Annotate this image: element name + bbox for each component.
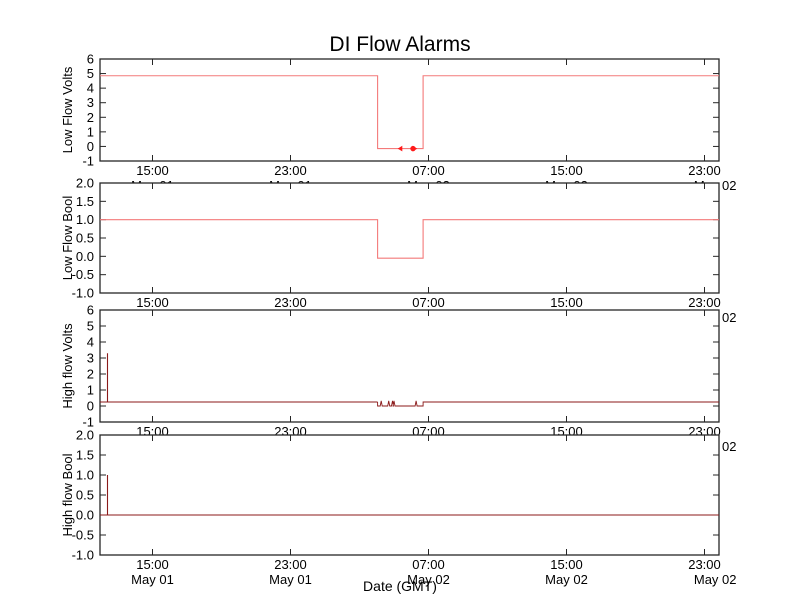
svg-text:0.0: 0.0: [76, 508, 94, 523]
svg-text:4: 4: [87, 335, 94, 350]
svg-text:07:00: 07:00: [412, 163, 445, 178]
svg-text:5: 5: [87, 319, 94, 334]
svg-text:5: 5: [87, 66, 94, 81]
svg-text:23:00: 23:00: [688, 163, 721, 178]
svg-text:0.0: 0.0: [76, 249, 94, 264]
svg-text:-1: -1: [82, 154, 94, 169]
svg-text:23:00: 23:00: [688, 295, 721, 310]
svg-text:23:00: 23:00: [688, 557, 721, 572]
svg-text:2: 2: [87, 110, 94, 125]
svg-text:1.5: 1.5: [76, 448, 94, 463]
svg-text:2.0: 2.0: [76, 176, 94, 191]
svg-text:Low Flow Volts: Low Flow Volts: [60, 66, 75, 153]
svg-text:1: 1: [87, 124, 94, 139]
svg-text:15:00: 15:00: [550, 163, 583, 178]
svg-text:-0.5: -0.5: [72, 267, 94, 282]
svg-text:-1.0: -1.0: [72, 286, 94, 301]
svg-text:15:00: 15:00: [136, 163, 169, 178]
svg-text:3: 3: [87, 95, 94, 110]
svg-text:0: 0: [87, 139, 94, 154]
svg-text:0: 0: [87, 399, 94, 414]
svg-text:High flow Bool: High flow Bool: [60, 453, 75, 536]
svg-text:15:00: 15:00: [550, 295, 583, 310]
svg-text:0.5: 0.5: [76, 488, 94, 503]
svg-text:2.0: 2.0: [76, 428, 94, 443]
svg-text:1: 1: [87, 383, 94, 398]
svg-text:4: 4: [87, 81, 94, 96]
svg-text:1.0: 1.0: [76, 468, 94, 483]
svg-text:07:00: 07:00: [412, 557, 445, 572]
svg-text:0.5: 0.5: [76, 231, 94, 246]
svg-text:-0.5: -0.5: [72, 528, 94, 543]
svg-text:High flow Volts: High flow Volts: [60, 323, 75, 409]
svg-text:15:00: 15:00: [136, 295, 169, 310]
svg-text:6: 6: [87, 52, 94, 67]
svg-text:-1.0: -1.0: [72, 548, 94, 563]
svg-text:23:00: 23:00: [274, 295, 307, 310]
svg-text:2: 2: [87, 367, 94, 382]
svg-text:1.0: 1.0: [76, 212, 94, 227]
svg-text:23:00: 23:00: [274, 557, 307, 572]
svg-text:07:00: 07:00: [412, 295, 445, 310]
svg-text:23:00: 23:00: [274, 163, 307, 178]
svg-text:3: 3: [87, 351, 94, 366]
svg-text:15:00: 15:00: [136, 557, 169, 572]
svg-text:6: 6: [87, 303, 94, 318]
svg-text:1.5: 1.5: [76, 194, 94, 209]
svg-text:15:00: 15:00: [550, 557, 583, 572]
